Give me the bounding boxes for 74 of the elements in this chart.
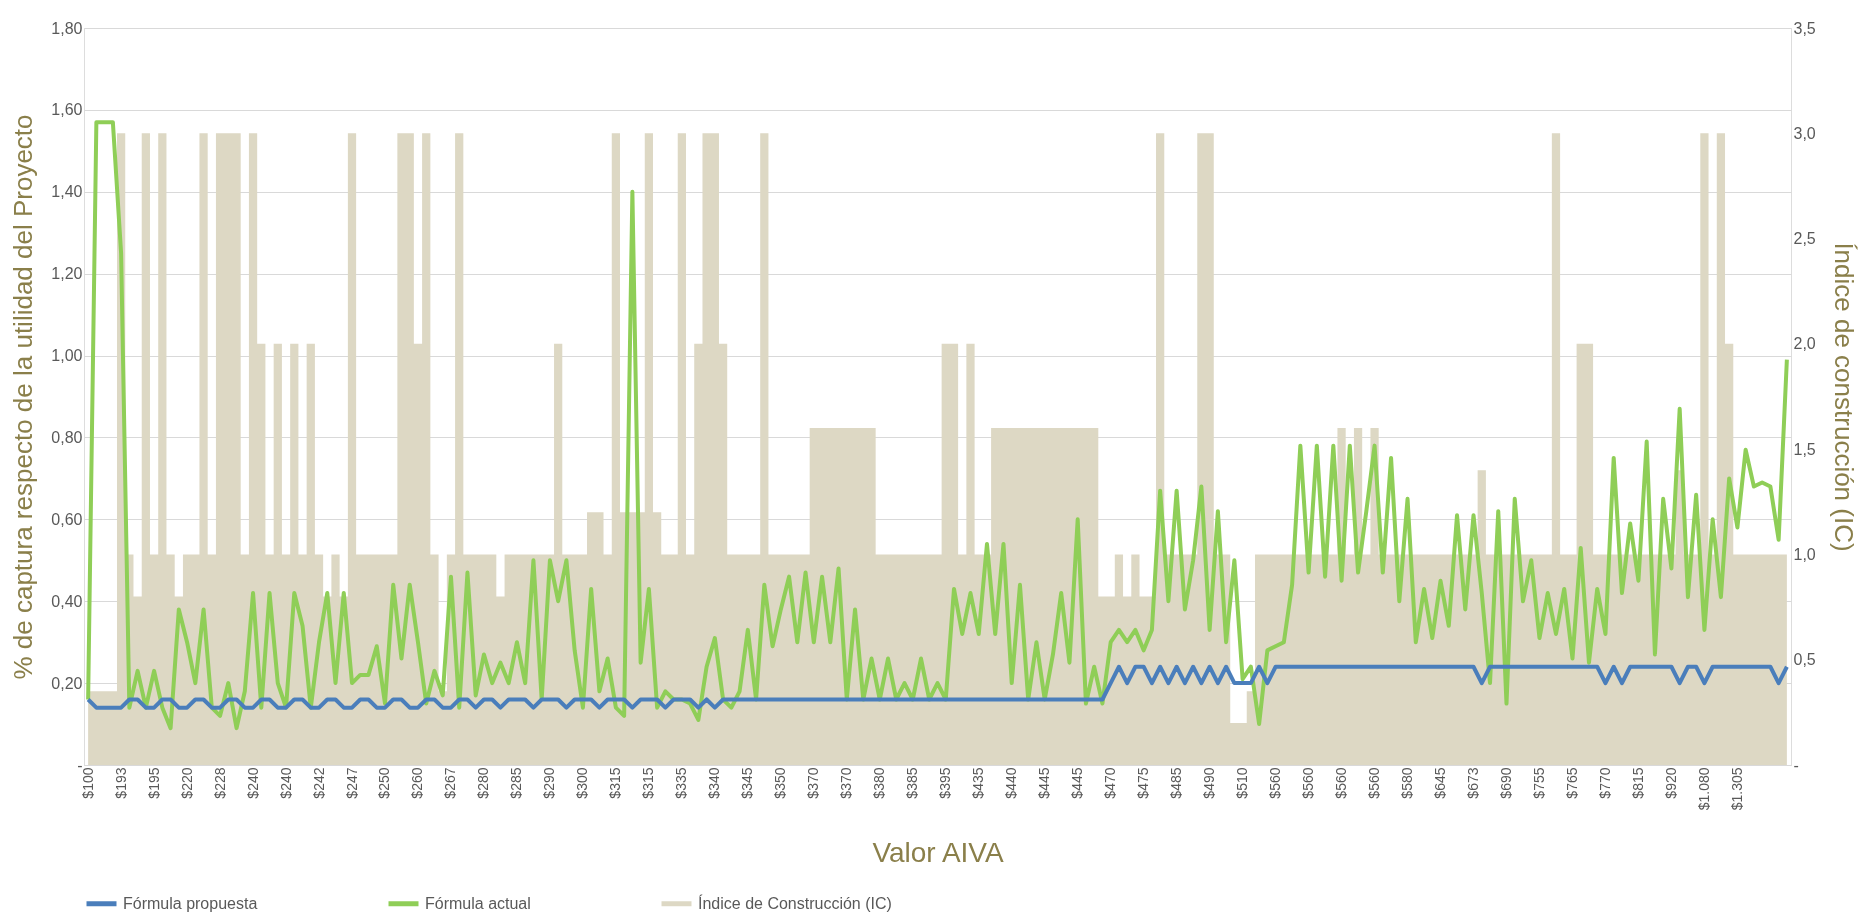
x-tick-label: $560 [1333, 767, 1350, 799]
x-tick-label: $475 [1135, 767, 1152, 799]
y2-tick-label: 3,0 [1793, 124, 1816, 142]
x-tick-label: $300 [574, 767, 591, 799]
x-tick-label: $815 [1629, 767, 1646, 799]
x-tick-label: $435 [970, 767, 987, 799]
y-tick-label: 0,60 [51, 510, 83, 528]
x-tick-label: $315 [640, 767, 657, 799]
x-tick-label: $485 [1168, 767, 1185, 799]
y-tick-label: 1,80 [51, 19, 83, 37]
x-tick-label: $490 [1201, 767, 1218, 799]
legend-label: Índice de Construcción (IC) [698, 893, 892, 912]
x-tick-label: $315 [607, 767, 624, 799]
x-tick-label: $240 [277, 767, 294, 799]
x-tick-label: $765 [1563, 767, 1580, 799]
x-tick-label: $220 [178, 767, 195, 799]
x-tick-label: $345 [739, 767, 756, 799]
x-tick-label: $247 [343, 767, 360, 799]
y-tick-label: 1,60 [51, 101, 83, 119]
x-tick-label: $350 [772, 767, 789, 799]
y2-tick-label: 3,5 [1793, 19, 1816, 37]
y2-tick-label: - [1793, 756, 1799, 774]
line-series [86, 664, 1789, 710]
y2-tick-label: 2,0 [1793, 335, 1816, 353]
y-tick-label: 0,20 [51, 674, 83, 692]
x-tick-label: $250 [376, 767, 393, 799]
x-tick-label: $380 [871, 767, 888, 799]
x-tick-label: $335 [673, 767, 690, 799]
y-tick-label: 1,20 [51, 265, 83, 283]
x-tick-label: $645 [1432, 767, 1449, 799]
x-tick-label: $285 [508, 767, 525, 799]
x-tick-label: $228 [211, 767, 228, 799]
y2-tick-label: 1,0 [1793, 545, 1816, 563]
x-tick-label: $1.080 [1695, 767, 1712, 811]
x-tick-label: $755 [1530, 767, 1547, 799]
x-tick-label: $260 [409, 767, 426, 799]
x-tick-label: $370 [838, 767, 855, 799]
y-tick-label: 1,40 [51, 183, 83, 201]
x-tick-label: $240 [244, 767, 261, 799]
x-tick-label: $920 [1662, 767, 1679, 799]
x-tick-label: $385 [904, 767, 921, 799]
x-tick-label: $340 [706, 767, 723, 799]
x-tick-label: $395 [937, 767, 954, 799]
x-tick-label: $560 [1366, 767, 1383, 799]
x-tick-label: $470 [1102, 767, 1119, 799]
x-tick-label: $770 [1596, 767, 1613, 799]
x-tick-label: $267 [442, 767, 459, 799]
y-tick-label: 0,80 [51, 428, 83, 446]
x-axis-title: Valor AIVA [872, 837, 1004, 869]
x-tick-label: $195 [145, 767, 162, 799]
legend-label: Fórmula propuesta [123, 894, 258, 912]
x-tick-label: $560 [1300, 767, 1317, 799]
x-tick-label: $290 [541, 767, 558, 799]
y2-tick-label: 0,5 [1793, 651, 1816, 669]
y2-tick-label: 2,5 [1793, 230, 1816, 248]
x-tick-label: $673 [1465, 767, 1482, 799]
x-tick-label: $510 [1234, 767, 1251, 799]
y-tick-label: 0,40 [51, 592, 83, 610]
x-tick-label: $440 [1003, 767, 1020, 799]
y2-axis-title: Índice de construcción (IC) [1828, 242, 1859, 552]
legend-label: Fórmula actual [425, 894, 531, 912]
x-tick-label: $580 [1399, 767, 1416, 799]
y-axis-title: % de captura respecto de la utilidad del Proyecto [8, 114, 39, 680]
y2-tick-label: 1,5 [1793, 440, 1816, 458]
x-tick-label: $242 [310, 767, 327, 799]
x-tick-label: $193 [112, 767, 129, 799]
x-tick-label: $280 [475, 767, 492, 799]
x-tick-label: $1.305 [1728, 767, 1745, 811]
x-tick-label: $445 [1036, 767, 1053, 799]
x-tick-label: $445 [1069, 767, 1086, 799]
x-tick-label: $560 [1267, 767, 1284, 799]
x-tick-label: $370 [805, 767, 822, 799]
y-tick-label: 1,00 [51, 347, 83, 365]
x-tick-label: $690 [1498, 767, 1514, 799]
